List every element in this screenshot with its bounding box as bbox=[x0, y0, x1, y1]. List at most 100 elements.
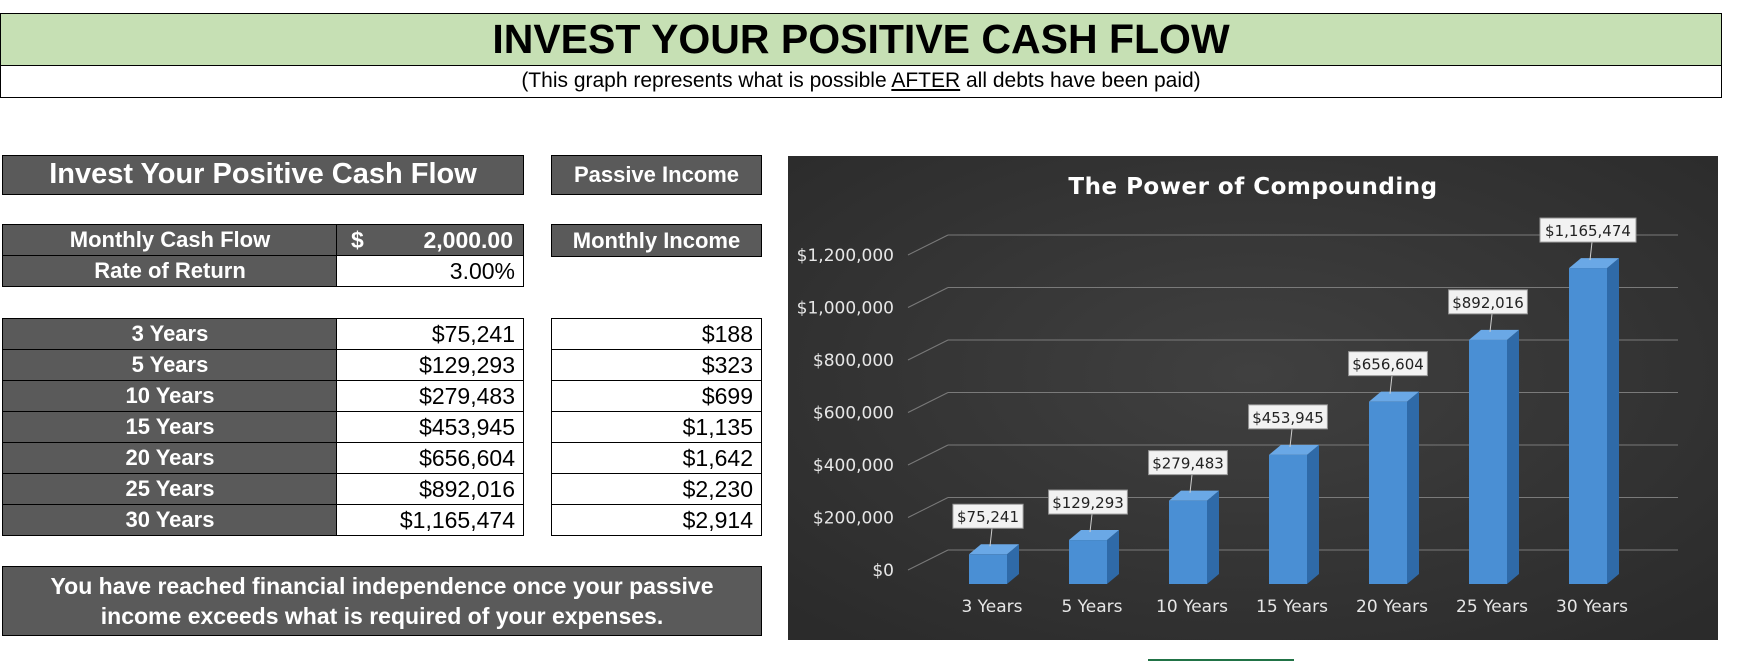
data-label: $656,604 bbox=[1352, 356, 1424, 374]
monthly-income-cell[interactable]: $1,642 bbox=[551, 442, 762, 474]
data-label-leader bbox=[1289, 428, 1293, 447]
data-label-box bbox=[1448, 289, 1528, 315]
monthly-income-cell[interactable]: $2,230 bbox=[551, 473, 762, 505]
monthly-income-cell[interactable]: $323 bbox=[551, 349, 762, 381]
data-label-box bbox=[1348, 351, 1428, 377]
x-tick-label: 3 Years bbox=[961, 597, 1022, 617]
future-value-cell[interactable]: $453,945 bbox=[336, 411, 524, 443]
y-tick-label: $600,000 bbox=[813, 404, 894, 424]
year-row-label: 3 Years bbox=[2, 318, 338, 350]
future-value-cell[interactable]: $1,165,474 bbox=[336, 504, 524, 536]
bar-side bbox=[1207, 490, 1219, 584]
monthly-income-heading: Monthly Income bbox=[551, 224, 762, 257]
gridline-depth bbox=[907, 549, 949, 571]
y-tick-label: $800,000 bbox=[813, 351, 894, 371]
gridline-depth bbox=[907, 392, 949, 413]
gridline-depth bbox=[907, 497, 949, 518]
monthly-income-cell[interactable]: $1,135 bbox=[551, 411, 762, 443]
subtitle-suffix: all debts have been paid) bbox=[960, 69, 1201, 92]
data-label-leader bbox=[1089, 514, 1093, 533]
gridline-depth bbox=[907, 339, 949, 361]
passive-income-heading: Passive Income bbox=[551, 155, 762, 195]
data-label: $75,241 bbox=[957, 508, 1019, 526]
data-label-box bbox=[1248, 404, 1328, 430]
sheet-subtitle: (This graph represents what is possible … bbox=[0, 65, 1722, 98]
data-label-box bbox=[1539, 217, 1637, 243]
monthly-income-cell[interactable]: $188 bbox=[551, 318, 762, 350]
data-label: $892,016 bbox=[1452, 294, 1524, 312]
data-label: $129,293 bbox=[1052, 494, 1124, 512]
data-label-leader bbox=[1189, 474, 1193, 493]
bar bbox=[1169, 500, 1207, 584]
currency-symbol: $ bbox=[351, 227, 364, 253]
bar-side bbox=[1007, 544, 1019, 584]
year-row-label: 20 Years bbox=[2, 442, 338, 474]
monthly-cash-flow-cell[interactable]: $ 2,000.00 bbox=[336, 224, 524, 256]
bar bbox=[1469, 339, 1507, 584]
y-tick-label: $0 bbox=[872, 561, 894, 581]
chart-svg: $0 $200,000 $400,000 $600,000 $800,000 $1,000… bbox=[788, 156, 1718, 640]
y-tick-label: $1,200,000 bbox=[797, 246, 894, 266]
bar-side bbox=[1107, 530, 1119, 584]
year-row-label: 25 Years bbox=[2, 473, 338, 505]
gridline-depth bbox=[907, 444, 949, 466]
bar bbox=[1569, 268, 1607, 584]
data-label-leader bbox=[1489, 313, 1493, 332]
bar bbox=[1369, 401, 1407, 584]
x-tick-label: 5 Years bbox=[1061, 597, 1122, 617]
year-row-label: 15 Years bbox=[2, 411, 338, 443]
data-label-box bbox=[1148, 450, 1228, 476]
data-label: $453,945 bbox=[1252, 409, 1324, 427]
data-label-leader bbox=[1589, 242, 1593, 261]
data-label-box bbox=[1048, 489, 1128, 515]
future-value-cell[interactable]: $892,016 bbox=[336, 473, 524, 505]
bar-top bbox=[1369, 391, 1419, 402]
future-value-cell[interactable]: $129,293 bbox=[336, 349, 524, 381]
bar-top bbox=[1569, 258, 1619, 269]
bar-top bbox=[1469, 329, 1519, 340]
y-tick-label: $200,000 bbox=[813, 509, 894, 529]
future-value-cell[interactable]: $656,604 bbox=[336, 442, 524, 474]
y-tick-label: $1,000,000 bbox=[797, 299, 894, 319]
bar-side bbox=[1607, 258, 1619, 584]
bar-top bbox=[1269, 444, 1319, 455]
future-value-cell[interactable]: $75,241 bbox=[336, 318, 524, 350]
monthly-cash-flow-value: 2,000.00 bbox=[423, 227, 513, 253]
bar bbox=[969, 554, 1007, 584]
chart-title: The Power of Compounding bbox=[1068, 174, 1437, 200]
rate-of-return-cell[interactable]: 3.00% bbox=[336, 255, 524, 287]
year-row-label: 10 Years bbox=[2, 380, 338, 412]
monthly-income-cell[interactable]: $699 bbox=[551, 380, 762, 412]
gridline-depth bbox=[907, 287, 949, 308]
calculator-heading: Invest Your Positive Cash Flow bbox=[2, 155, 524, 195]
financial-independence-note: You have reached financial independence … bbox=[2, 566, 762, 636]
monthly-income-cell[interactable]: $2,914 bbox=[551, 504, 762, 536]
subtitle-prefix: (This graph represents what is possible bbox=[521, 69, 892, 92]
subtitle-emphasis: AFTER bbox=[891, 69, 961, 92]
bar-side bbox=[1507, 329, 1519, 584]
x-tick-label: 20 Years bbox=[1356, 597, 1428, 617]
data-label: $1,165,474 bbox=[1545, 222, 1631, 240]
rate-of-return-label: Rate of Return bbox=[2, 255, 338, 287]
note-line-1: You have reached financial independence … bbox=[50, 573, 714, 599]
x-tick-label: 15 Years bbox=[1256, 597, 1328, 617]
bar-top bbox=[969, 544, 1019, 555]
data-label-leader bbox=[1389, 375, 1393, 394]
monthly-cash-flow-label: Monthly Cash Flow bbox=[2, 224, 338, 256]
x-tick-label: 25 Years bbox=[1456, 597, 1528, 617]
y-tick-label: $400,000 bbox=[813, 456, 894, 476]
bar-top bbox=[1169, 490, 1219, 501]
bar bbox=[1269, 454, 1307, 584]
data-label-box bbox=[952, 503, 1024, 529]
bar-side bbox=[1307, 444, 1319, 584]
note-line-2: income exceeds what is required of your … bbox=[100, 603, 664, 629]
year-row-label: 30 Years bbox=[2, 504, 338, 536]
compounding-chart[interactable]: $0 $200,000 $400,000 $600,000 $800,000 $1,000… bbox=[788, 156, 1718, 640]
data-label: $279,483 bbox=[1152, 455, 1224, 473]
bar-side bbox=[1407, 391, 1419, 584]
future-value-cell[interactable]: $279,483 bbox=[336, 380, 524, 412]
year-row-label: 5 Years bbox=[2, 349, 338, 381]
data-label-leader bbox=[989, 528, 993, 547]
x-tick-label: 30 Years bbox=[1556, 597, 1628, 617]
sheet-title: INVEST YOUR POSITIVE CASH FLOW bbox=[0, 13, 1722, 66]
